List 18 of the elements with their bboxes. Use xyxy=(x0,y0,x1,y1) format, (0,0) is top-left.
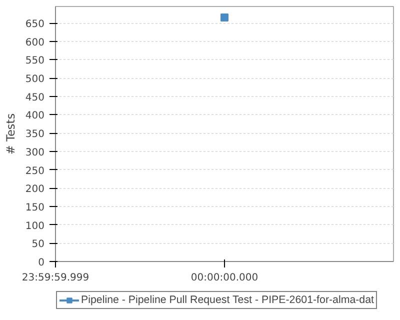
y-tick-label: 550 xyxy=(25,56,45,67)
y-tick-label: 50 xyxy=(32,239,45,250)
y-tick-label: 250 xyxy=(25,166,45,177)
y-tick-label: 450 xyxy=(25,92,45,104)
y-axis-title: # Tests xyxy=(3,113,18,155)
y-tick-label: 650 xyxy=(25,19,45,30)
y-tick-label: 100 xyxy=(25,220,45,232)
y-tick-label: 300 xyxy=(25,147,45,158)
y-tick-label: 150 xyxy=(25,202,45,214)
x-tick-label: 00:00:00.000 xyxy=(190,272,258,284)
y-tick-label: 350 xyxy=(25,129,45,140)
y-tick-label: 600 xyxy=(25,37,45,48)
x-tick-label: 23:59:59.999 xyxy=(22,272,90,284)
y-tick-label: 0 xyxy=(38,258,45,268)
y-tick-label: 400 xyxy=(25,110,45,122)
legend-label: Pipeline - Pipeline Pull Request Test - PIPE-2601-for-alma-dat xyxy=(81,294,374,306)
y-tick-label: 500 xyxy=(25,74,45,86)
y-tick-label: 200 xyxy=(25,184,45,196)
